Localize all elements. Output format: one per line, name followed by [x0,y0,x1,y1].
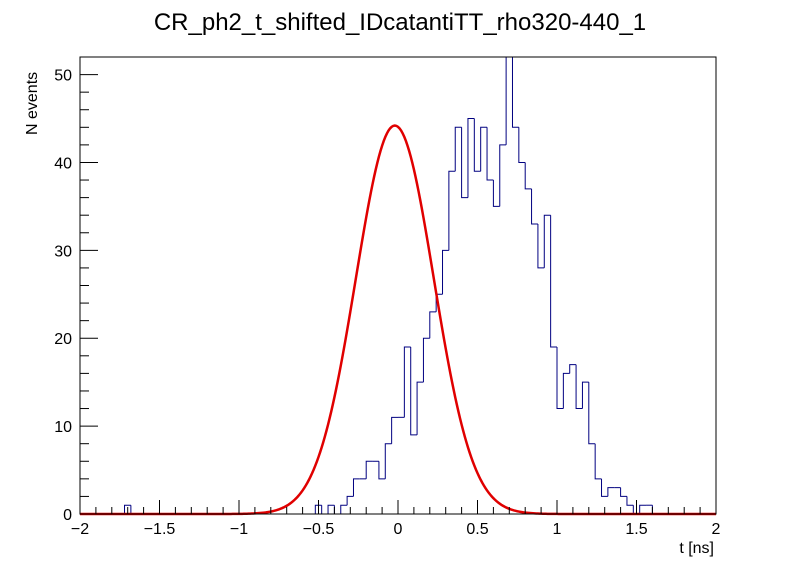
histogram-bin [422,337,430,383]
x-tick-label: 0 [394,521,403,538]
x-tick-label: 1 [553,521,562,538]
histogram-bin [651,505,659,515]
histogram-bin [480,126,488,172]
histogram-bin [340,504,348,514]
chart-title: CR_ph2_t_shifted_IDcatantiTT_rho320-440_… [154,9,646,36]
histogram-bin [499,144,507,207]
histogram-bin [562,372,570,409]
histogram-bin [588,382,596,445]
histogram-bin [124,504,131,514]
histogram-bin [454,126,462,172]
y-axis-title: N events [24,72,41,135]
y-tick-label: 50 [54,68,72,85]
histogram-bin [626,496,634,506]
histogram-bin [130,505,138,515]
histogram-bin [556,347,564,410]
histogram-bin [639,504,647,514]
histogram-bin [575,364,583,410]
histogram-bin [543,214,551,268]
histogram-bin [473,118,481,172]
histogram-bin [486,127,494,181]
histogram-bin [467,118,475,198]
fit-curve [80,124,716,516]
histogram-bin [607,487,615,497]
histogram-bin [416,381,424,435]
histogram-bin [321,505,329,515]
histogram-bin [531,188,538,225]
y-tick-label: 10 [54,419,72,436]
histogram-bin [327,504,335,514]
x-tick-label: 2 [712,521,721,538]
histogram-bin [511,57,519,128]
histogram-bin [581,381,589,409]
histogram-bin [569,364,577,374]
histogram-bin [346,495,354,506]
x-axis-title: t [ns] [679,540,714,557]
histogram-bin [524,162,532,190]
histogram-bin [314,504,322,514]
histogram-bin [537,223,545,269]
histogram-bin [461,127,468,199]
y-tick-label: 30 [54,243,72,260]
histogram-bin [429,311,437,339]
x-tick-label: 0.5 [466,521,488,538]
histogram-bin [594,443,602,480]
x-tick-label: −1.5 [144,521,176,538]
histogram-bin [448,170,456,251]
y-tick-label: 0 [63,507,72,524]
histogram-bin [601,478,608,497]
y-tick-label: 40 [54,155,72,172]
histogram-bin [518,127,526,163]
histogram-bin [378,461,386,480]
histogram-bin [550,215,557,348]
histogram-bin [403,346,411,418]
histogram-bin [620,487,627,497]
histogram-bin [333,505,341,515]
histogram-bin [442,249,449,295]
y-tick-label: 20 [54,331,72,348]
x-tick-label: −0.5 [303,521,335,538]
histogram-bin [384,443,392,479]
histogram-bin [505,56,513,145]
histogram-bin [391,416,398,444]
x-tick-label: −2 [71,521,89,538]
x-tick-label: 1.5 [625,521,647,538]
histogram-bin [492,180,500,207]
histogram-bin [365,460,373,479]
histogram-bin [410,347,418,436]
y-axis: 0 10 20 30 40 50 [54,56,98,524]
x-tick-label: −1 [230,521,248,538]
histogram-bin [352,478,360,497]
x-axis: −2 −1.5 −1 −0.5 0 0.5 1 1.5 2 [71,500,721,538]
